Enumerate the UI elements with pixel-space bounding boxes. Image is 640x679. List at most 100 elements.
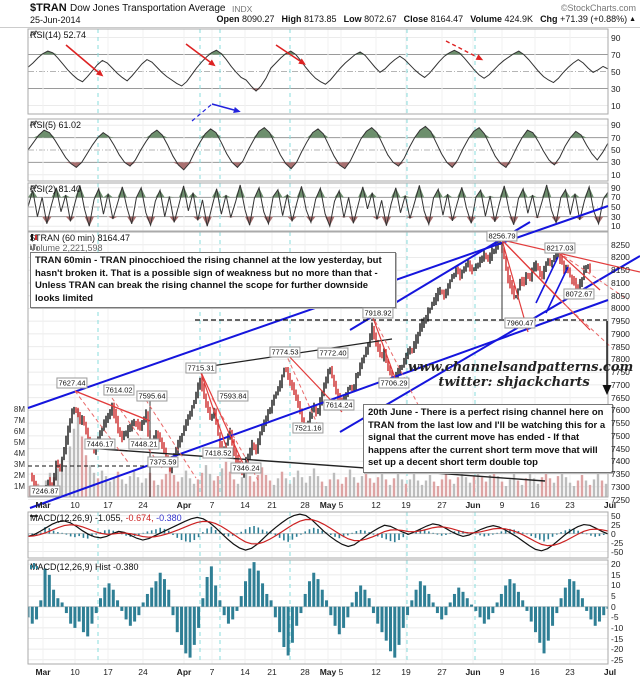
y-axis-tick: 8150: [611, 265, 630, 276]
y-axis-tick: -15: [611, 633, 624, 644]
price-label: 7375.59: [147, 456, 179, 468]
y-axis-tick: 10: [611, 221, 621, 232]
x-axis-tick: 28: [300, 500, 310, 510]
price-label: 7448.21: [128, 438, 160, 450]
rsi14-label: RSI(14) 52.74: [30, 30, 87, 40]
price-label: 8256.79: [486, 230, 518, 242]
price-label: 7614.24: [323, 399, 355, 411]
volume-axis-tick: 3M: [13, 460, 25, 469]
quote-field-label: Chg: [540, 14, 558, 24]
quote-row: Open 8090.27 High 8173.85 Low 8072.67 Close…: [209, 14, 636, 24]
x-axis-tick: 9: [499, 667, 505, 677]
quote-field-value: 8072.67: [361, 14, 397, 24]
price-label: 7346.24: [230, 462, 262, 474]
price-label: 7772.40: [317, 347, 349, 359]
exchange: INDX: [232, 4, 253, 14]
x-axis-tick: Mar: [35, 500, 51, 510]
y-axis-tick: 7550: [611, 418, 630, 429]
y-axis-tick: 7850: [611, 341, 630, 352]
x-axis-tick: 9: [499, 500, 505, 510]
macd-label: MACD(12,26,9) -1.055, -0.674, -0.380: [30, 513, 182, 523]
y-axis-tick: 50: [611, 66, 621, 77]
y-axis-tick: 90: [611, 120, 621, 131]
y-axis-tick: 7400: [611, 456, 630, 467]
y-axis-tick: 7250: [611, 494, 630, 505]
price-label: 8072.67: [563, 288, 595, 300]
y-axis-tick: 10: [611, 580, 621, 591]
x-axis-tick: Apr: [176, 500, 192, 510]
x-axis-tick: 23: [565, 667, 575, 677]
watermark: www.channelsandpatterns.com twitter: shj…: [408, 360, 634, 390]
price-label: 7774.53: [269, 346, 301, 358]
chart-date: 25-Jun-2014: [30, 15, 81, 25]
volume-axis-tick: 7M: [13, 416, 25, 425]
price-label: 7614.02: [103, 384, 135, 396]
quote-field-label: Low: [343, 14, 362, 24]
up-arrow-icon: ▲: [627, 16, 636, 23]
y-axis-tick: 5: [611, 591, 616, 602]
y-axis-tick: 7950: [611, 316, 630, 327]
x-axis-tick: Mar: [35, 667, 51, 677]
x-axis-tick: 19: [401, 500, 411, 510]
hist-label: MACD(12,26,9) Hist -0.380: [30, 562, 139, 572]
y-axis-tick: -25: [611, 537, 624, 548]
x-axis-tick: 17: [103, 500, 113, 510]
price-label: 7595.64: [136, 390, 168, 402]
y-axis-tick: -5: [611, 612, 619, 623]
x-axis-tick: Jun: [465, 500, 481, 510]
x-axis-tick: Jul: [603, 500, 617, 510]
price-label: 7918.92: [362, 307, 394, 319]
y-axis-tick: 8200: [611, 252, 630, 263]
annotation-box-1: TRAN 60min - TRAN pinocchioed the rising…: [30, 252, 396, 309]
y-axis-tick: -10: [611, 622, 624, 633]
y-axis-tick: 50: [611, 202, 621, 212]
price-label: 7246.87: [29, 485, 61, 497]
volume-axis-tick: 1M: [13, 482, 25, 491]
price-label: 8217.03: [544, 242, 576, 254]
x-axis-tick: 16: [530, 667, 540, 677]
y-axis-tick: 7350: [611, 469, 630, 480]
y-axis-tick: 50: [611, 145, 621, 155]
y-axis-tick: 7300: [611, 481, 630, 492]
x-axis-tick: Jun: [465, 667, 481, 677]
y-axis-tick: 7700: [611, 379, 630, 390]
price-label: 7627.44: [56, 377, 88, 389]
x-axis-tick: 27: [437, 500, 447, 510]
volume-axis-tick: 4M: [13, 449, 25, 458]
symbol: $TRAN: [30, 2, 67, 14]
x-axis-tick: May: [319, 667, 337, 677]
header-divider: [0, 27, 640, 28]
y-axis-tick: 70: [611, 192, 621, 203]
x-axis-tick: May: [319, 500, 337, 510]
quote-field-value: +71.39 (+0.88%): [557, 14, 628, 24]
price-label: 7418.52: [202, 447, 234, 459]
x-axis-tick: 16: [530, 500, 540, 510]
x-axis-tick: 19: [401, 667, 411, 677]
y-axis-tick: 0: [611, 528, 616, 539]
y-axis-tick: 30: [611, 211, 621, 222]
volume-axis-tick: 5M: [13, 438, 25, 447]
x-axis-tick: 21: [267, 667, 277, 677]
annotation-box-2: 20th June - There is a perfect rising ch…: [363, 404, 613, 473]
rsi5-label: RSI(5) 61.02: [30, 120, 82, 130]
quote-field-value: 8173.85: [301, 14, 337, 24]
y-axis-tick: 7600: [611, 405, 630, 416]
price-label: 7706.29: [378, 377, 410, 389]
y-axis-tick: 10: [611, 169, 621, 180]
y-axis-tick: 7800: [611, 354, 630, 365]
y-axis-tick: 30: [611, 157, 621, 168]
y-axis-tick: 30: [611, 83, 621, 94]
price-label: 7960.47: [504, 317, 536, 329]
x-axis-tick: 10: [70, 500, 80, 510]
symbol-name: Dow Jones Transportation Average: [70, 3, 226, 14]
x-axis-tick: 21: [267, 500, 277, 510]
x-axis-tick: 24: [138, 667, 148, 677]
y-axis-tick: 90: [611, 32, 621, 43]
price-label: 7521.16: [292, 422, 324, 434]
quote-field-label: High: [281, 14, 302, 24]
volume-label: Volume 2,221,598: [30, 243, 103, 253]
y-axis-tick: 8000: [611, 303, 630, 314]
y-axis-tick: 70: [611, 132, 621, 143]
y-axis-tick: -25: [611, 654, 624, 665]
